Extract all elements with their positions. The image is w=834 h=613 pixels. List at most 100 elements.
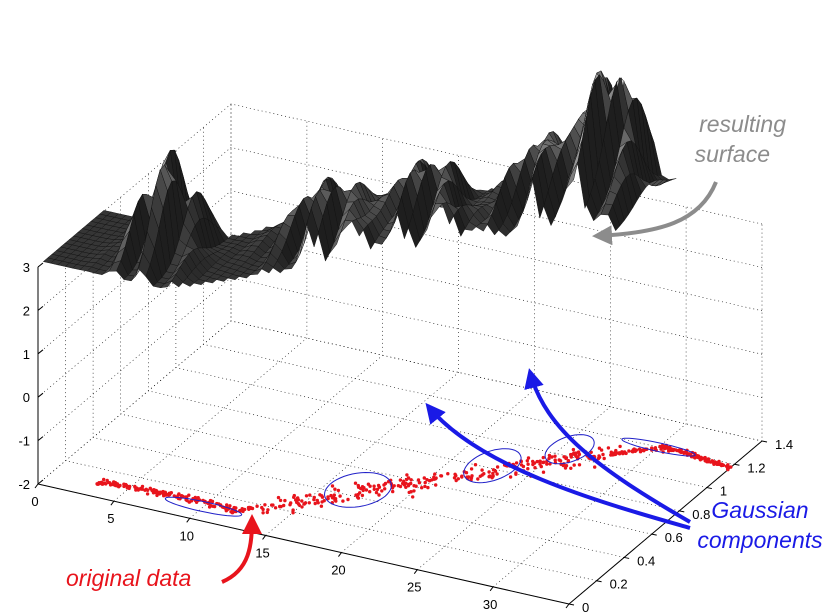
grid-line-y: [37, 267, 570, 605]
data-point: [480, 473, 484, 477]
data-point: [452, 476, 457, 480]
data-point: [230, 511, 235, 515]
arrow-surface: [592, 181, 718, 246]
y-tick-label: 0.4: [637, 553, 655, 568]
data-point: [439, 474, 444, 478]
data-point: [315, 498, 319, 503]
data-point: [526, 467, 530, 471]
data-point: [658, 444, 662, 449]
data-point: [241, 509, 245, 514]
data-point: [97, 481, 101, 485]
data-point: [426, 485, 430, 490]
data-point: [642, 449, 646, 453]
surface-face: [419, 216, 432, 242]
data-point: [106, 480, 110, 485]
x-tick-label: 5: [107, 511, 114, 526]
data-point: [276, 495, 281, 500]
grid-line-x: [113, 121, 308, 502]
x-tick: [489, 586, 494, 592]
data-point: [599, 448, 604, 452]
data-point: [659, 447, 663, 451]
data-point: [541, 470, 546, 474]
y-tick: [596, 580, 602, 583]
y-tick-label: 1: [720, 484, 727, 499]
surface-face: [475, 223, 489, 232]
data-point: [360, 493, 365, 498]
data-point: [292, 495, 296, 499]
x-axis: [37, 483, 570, 605]
data-point: [508, 475, 513, 479]
surface-face: [408, 212, 421, 249]
data-point: [374, 490, 379, 495]
x-tick: [338, 552, 342, 557]
z-tick: [37, 306, 44, 311]
data-point: [100, 482, 105, 486]
data-point: [189, 499, 194, 503]
y-tick: [568, 603, 575, 606]
data-point: [273, 506, 278, 510]
data-point: [571, 452, 575, 456]
x-tick-label: 30: [483, 597, 497, 612]
y-tick-label: 0.8: [692, 507, 710, 522]
data-point: [391, 489, 395, 494]
data-point: [602, 456, 606, 461]
data-point: [193, 495, 197, 500]
arrow-gaussian-1: [425, 402, 691, 530]
annotation-arrows: [221, 181, 718, 584]
data-point: [675, 448, 679, 453]
data-point: [302, 502, 306, 506]
z-tick: [37, 392, 44, 398]
data-point: [383, 481, 388, 486]
annotation-resulting-surface-line2: surface: [695, 141, 770, 167]
surface-face: [464, 221, 477, 231]
data-point: [653, 446, 657, 451]
data-point: [278, 498, 283, 503]
data-point: [412, 484, 416, 488]
data-point: [469, 467, 474, 471]
data-point: [473, 463, 478, 467]
grid-line-x: [37, 104, 232, 485]
data-point: [547, 453, 552, 458]
data-point: [278, 504, 282, 509]
surface-face: [441, 202, 455, 225]
data-point: [326, 495, 330, 499]
data-point: [446, 472, 450, 476]
data-point: [566, 459, 571, 463]
gaussian-ellipse: [621, 437, 696, 457]
gaussian-ellipse: [323, 471, 392, 508]
grid-line-z: [37, 233, 763, 398]
grid-line-x: [417, 189, 611, 570]
data-point: [542, 460, 546, 464]
data-point: [356, 492, 360, 497]
data-point: [425, 478, 429, 482]
y-tick: [624, 556, 630, 559]
data-point: [166, 493, 171, 497]
surface-face: [532, 164, 545, 219]
data-point: [572, 463, 576, 467]
data-point: [283, 498, 287, 503]
grid-line-x: [265, 155, 459, 536]
data-point: [383, 487, 387, 491]
annotation-original-data: original data: [66, 565, 191, 591]
original-data-points: [95, 443, 733, 515]
data-point: [611, 453, 615, 457]
data-point: [362, 486, 366, 490]
data-point: [210, 499, 214, 504]
data-point: [158, 490, 163, 494]
data-point: [627, 449, 631, 453]
surface-face: [317, 218, 331, 262]
data-point: [427, 479, 432, 483]
surface-face: [171, 274, 184, 288]
gaussian-components: [164, 434, 696, 517]
x-tick: [262, 535, 266, 540]
data-point: [620, 450, 624, 454]
data-point: [576, 450, 581, 454]
z-tick-label: -1: [18, 434, 30, 449]
data-point: [263, 503, 267, 507]
data-point: [698, 456, 702, 461]
data-point: [291, 511, 295, 515]
data-point: [495, 465, 500, 469]
data-point: [433, 472, 437, 476]
surface-face: [193, 279, 207, 286]
